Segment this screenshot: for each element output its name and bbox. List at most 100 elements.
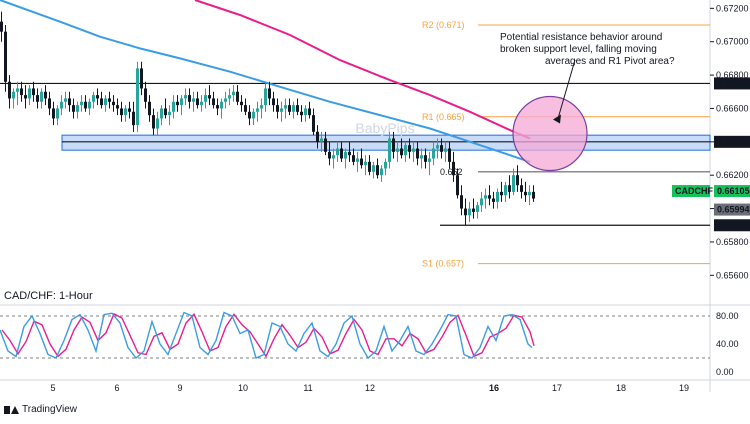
candle-body [256, 108, 259, 112]
candle-body [412, 148, 415, 152]
candle-body [392, 138, 395, 152]
candle-body [0, 21, 3, 32]
candle-body [364, 161, 367, 166]
price-badge [714, 203, 750, 216]
candle-body [508, 185, 511, 192]
candle-body [344, 151, 347, 159]
candle-body [36, 95, 39, 102]
candle-body [368, 161, 371, 172]
candle-body [296, 105, 299, 112]
price-badge [714, 77, 750, 90]
candle-body [228, 95, 231, 99]
candle-body [88, 101, 91, 109]
candle-body [128, 108, 131, 112]
annotation-line: Potential resistance behavior around [500, 32, 662, 43]
annotation-line: broken support level, falling moving [500, 44, 657, 55]
resistance-zone [61, 134, 711, 151]
candle-body [44, 91, 47, 99]
candle-body [316, 131, 319, 142]
candle-body [456, 175, 459, 196]
candle-body [192, 98, 195, 102]
price-tick-label: 0.67200 [716, 3, 749, 13]
annotation-line: averages and R1 Pivot area? [545, 56, 675, 67]
candle-body [48, 98, 51, 109]
candle-body [76, 105, 79, 112]
candle-body [260, 105, 263, 109]
candle-body [32, 88, 35, 96]
osc-tick-label: 40.00 [716, 339, 739, 349]
annotation-arrowhead [553, 114, 561, 124]
price-badge-label: 0.65900 [717, 220, 750, 230]
candle-body [20, 88, 23, 96]
candle-body [4, 31, 7, 82]
candle-body [100, 98, 103, 106]
candle-body [292, 105, 295, 112]
candle-body [400, 148, 403, 156]
candle-body [464, 208, 467, 216]
pivot-label-S1: S1 (0.657) [422, 259, 464, 269]
candle-body [496, 191, 499, 202]
watermark-babypips: BabyPips [355, 120, 414, 136]
osc-d-line [1, 312, 535, 358]
candle-body [52, 108, 55, 119]
candle-body [244, 105, 247, 112]
candle-body [92, 95, 95, 102]
candle-body [288, 105, 291, 112]
candle-body [372, 165, 375, 172]
candle-body [28, 88, 31, 99]
time-tick-label: 18 [616, 383, 626, 393]
candle-body [336, 148, 339, 156]
candle-body [312, 115, 315, 132]
candle-body [72, 105, 75, 112]
candle-body [468, 208, 471, 216]
candle-body [504, 185, 507, 196]
candle-body [156, 118, 159, 129]
time-tick-label: 17 [552, 383, 562, 393]
tradingview-label: TradingView [22, 404, 78, 415]
candle-body [276, 105, 279, 112]
candle-body [452, 161, 455, 176]
candle-body [12, 91, 15, 99]
candle-body [500, 191, 503, 196]
candle-body [380, 168, 383, 176]
price-badge-label: 0.66400 [717, 137, 750, 147]
candle-body [104, 98, 107, 106]
candle-body [56, 108, 59, 119]
pivot-label-R2: R2 (0.671) [422, 20, 465, 30]
tradingview-logo[interactable]: TradingView [4, 404, 77, 415]
candle-body [208, 95, 211, 99]
candle-body [388, 138, 391, 162]
candle-body [384, 161, 387, 169]
candle-body [360, 158, 363, 166]
candle-body [444, 148, 447, 152]
candle-body [272, 98, 275, 106]
candle-body [112, 101, 115, 106]
price-tick-label: 0.66800 [716, 70, 749, 80]
candle-body [68, 98, 71, 106]
candle-body [532, 191, 535, 199]
time-axis: 5 6 9 10 11 12 16 17 18 19 [50, 383, 689, 393]
candle-body [204, 95, 207, 102]
candle-body [440, 145, 443, 152]
candle-body [120, 108, 123, 116]
candle-body [188, 95, 191, 102]
price-badge [714, 185, 750, 198]
candle-body [284, 105, 287, 109]
candle-body [136, 68, 139, 126]
candle-body [24, 95, 27, 99]
price-badge [714, 135, 750, 148]
candle-body [432, 148, 435, 159]
candle-body [140, 68, 143, 89]
candle-body [300, 111, 303, 116]
candle-body [520, 185, 523, 192]
candle-body [420, 155, 423, 159]
candle-body [200, 101, 203, 106]
candle-body [8, 81, 11, 99]
time-tick-label: 6 [114, 383, 119, 393]
price-badge-label: CADCHF [675, 186, 713, 196]
candle-body [212, 98, 215, 106]
price-badge [714, 219, 750, 232]
candle-body [480, 198, 483, 206]
annotation-circle [512, 95, 588, 172]
